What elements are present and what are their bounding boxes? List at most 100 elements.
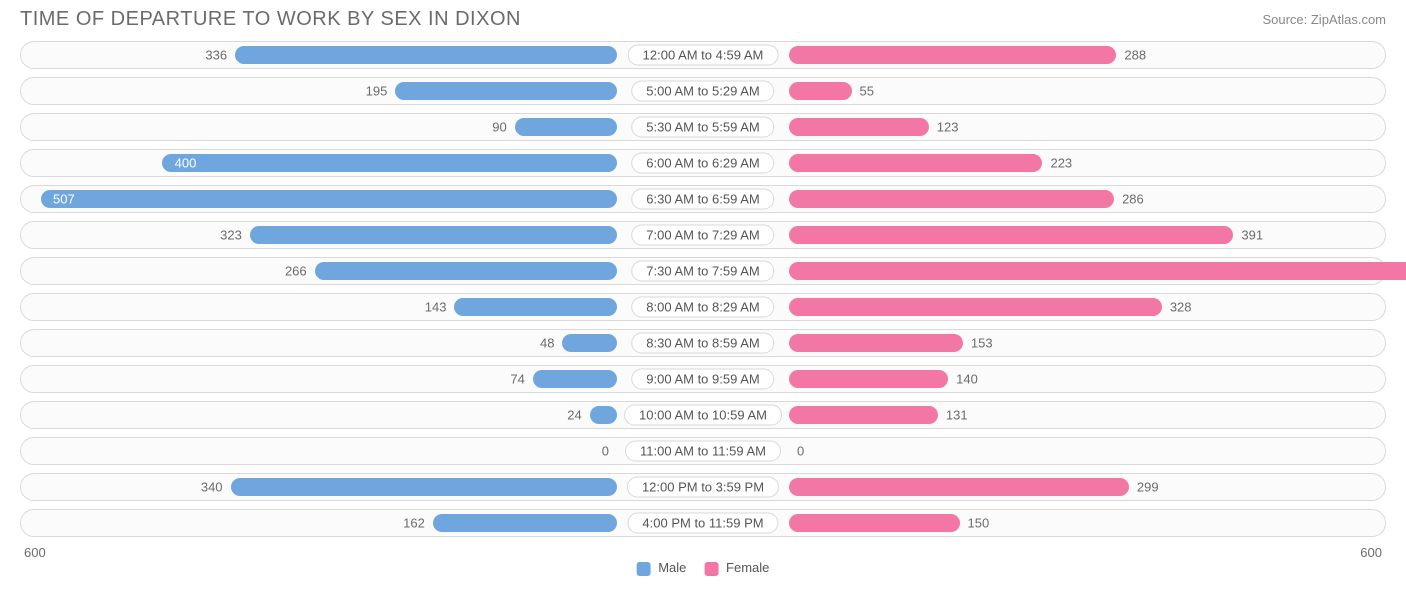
category-label: 12:00 PM to 3:59 PM	[627, 477, 779, 498]
chart-row: 143 3288:00 AM to 8:29 AM	[20, 293, 1386, 321]
female-value: 123	[937, 120, 959, 135]
male-bar	[454, 298, 617, 316]
male-bar	[231, 478, 617, 496]
left-half: 74	[21, 366, 703, 392]
female-swatch-icon	[704, 562, 718, 576]
chart-row: 0011:00 AM to 11:59 AM	[20, 437, 1386, 465]
chart-row: 336 288 12:00 AM to 4:59 AM	[20, 41, 1386, 69]
category-label: 5:00 AM to 5:29 AM	[631, 81, 774, 102]
male-bar	[162, 154, 617, 172]
female-value: 150	[968, 516, 990, 531]
right-half: 131	[703, 402, 1385, 428]
legend-male-label: Male	[658, 560, 686, 575]
category-label: 5:30 AM to 5:59 AM	[631, 117, 774, 138]
female-value: 55	[860, 84, 874, 99]
male-value: 0	[602, 444, 609, 459]
male-bar	[395, 82, 617, 100]
category-label: 4:00 PM to 11:59 PM	[627, 513, 778, 534]
category-label: 6:30 AM to 6:59 AM	[631, 189, 774, 210]
category-label: 8:00 AM to 8:29 AM	[631, 297, 774, 318]
left-half: 266	[21, 258, 703, 284]
legend-female-label: Female	[726, 560, 769, 575]
female-value: 131	[946, 408, 968, 423]
axis-row: 600 600	[22, 545, 1384, 560]
legend-female: Female	[704, 560, 769, 576]
left-half: 507	[21, 186, 703, 212]
male-bar	[250, 226, 617, 244]
female-bar	[789, 370, 948, 388]
right-half: 299	[703, 474, 1385, 500]
legend: Male Female	[637, 560, 770, 576]
male-bar	[562, 334, 617, 352]
chart-row: 507 2866:30 AM to 6:59 AM	[20, 185, 1386, 213]
female-bar	[789, 226, 1233, 244]
right-half: 223	[703, 150, 1385, 176]
female-bar	[789, 514, 960, 532]
male-value: 336	[205, 48, 227, 63]
male-value: 400	[175, 156, 197, 171]
female-bar	[789, 262, 1406, 280]
category-label: 7:30 AM to 7:59 AM	[631, 261, 774, 282]
male-value: 266	[285, 264, 307, 279]
right-half: 123	[703, 114, 1385, 140]
left-half: 143	[21, 294, 703, 320]
female-bar	[789, 334, 963, 352]
male-value: 507	[53, 192, 75, 207]
chart-source: Source: ZipAtlas.com	[1262, 12, 1386, 27]
female-value: 140	[956, 372, 978, 387]
female-bar	[789, 46, 1116, 64]
left-half: 0	[21, 438, 703, 464]
female-value: 288	[1124, 48, 1146, 63]
male-value: 143	[425, 300, 447, 315]
chart-area: 336 288 12:00 AM to 4:59 AM 195 55 5:00 AM to…	[0, 35, 1406, 537]
category-label: 6:00 AM to 6:29 AM	[631, 153, 774, 174]
male-swatch-icon	[637, 562, 651, 576]
left-half: 340	[21, 474, 703, 500]
male-bar	[433, 514, 617, 532]
male-bar	[590, 406, 617, 424]
right-half: 55	[703, 78, 1385, 104]
chart-row: 195 55 5:00 AM to 5:29 AM	[20, 77, 1386, 105]
chart-row: 74 140 9:00 AM to 9:59 AM	[20, 365, 1386, 393]
male-value: 74	[510, 372, 524, 387]
chart-row: 162 150 4:00 PM to 11:59 PM	[20, 509, 1386, 537]
right-half: 150	[703, 510, 1385, 536]
male-bar	[315, 262, 617, 280]
right-half: 328	[703, 294, 1385, 320]
right-half: 288	[703, 42, 1385, 68]
right-half: 391	[703, 222, 1385, 248]
category-label: 10:00 AM to 10:59 AM	[624, 405, 782, 426]
male-bar	[235, 46, 617, 64]
category-label: 9:00 AM to 9:59 AM	[631, 369, 774, 390]
category-label: 12:00 AM to 4:59 AM	[628, 45, 779, 66]
legend-male: Male	[637, 560, 687, 576]
right-half: 286	[703, 186, 1385, 212]
female-value: 153	[971, 336, 993, 351]
chart-row: 90 123 5:30 AM to 5:59 AM	[20, 113, 1386, 141]
female-value: 299	[1137, 480, 1159, 495]
female-bar	[789, 82, 852, 100]
male-value: 90	[492, 120, 506, 135]
male-value: 323	[220, 228, 242, 243]
right-half: 140	[703, 366, 1385, 392]
right-half: 153	[703, 330, 1385, 356]
category-label: 7:00 AM to 7:29 AM	[631, 225, 774, 246]
left-half: 162	[21, 510, 703, 536]
female-bar	[789, 154, 1042, 172]
left-half: 400	[21, 150, 703, 176]
chart-row: 266 5847:30 AM to 7:59 AM	[20, 257, 1386, 285]
chart-row: 24 131 10:00 AM to 10:59 AM	[20, 401, 1386, 429]
female-bar	[789, 478, 1129, 496]
female-value: 391	[1241, 228, 1263, 243]
right-half: 584	[703, 258, 1385, 284]
female-value: 223	[1050, 156, 1072, 171]
chart-row: 48 153 8:30 AM to 8:59 AM	[20, 329, 1386, 357]
male-value: 24	[567, 408, 581, 423]
category-label: 8:30 AM to 8:59 AM	[631, 333, 774, 354]
male-bar	[515, 118, 617, 136]
chart-row: 400 223 6:00 AM to 6:29 AM	[20, 149, 1386, 177]
left-half: 48	[21, 330, 703, 356]
left-half: 24	[21, 402, 703, 428]
male-value: 162	[403, 516, 425, 531]
left-half: 195	[21, 78, 703, 104]
